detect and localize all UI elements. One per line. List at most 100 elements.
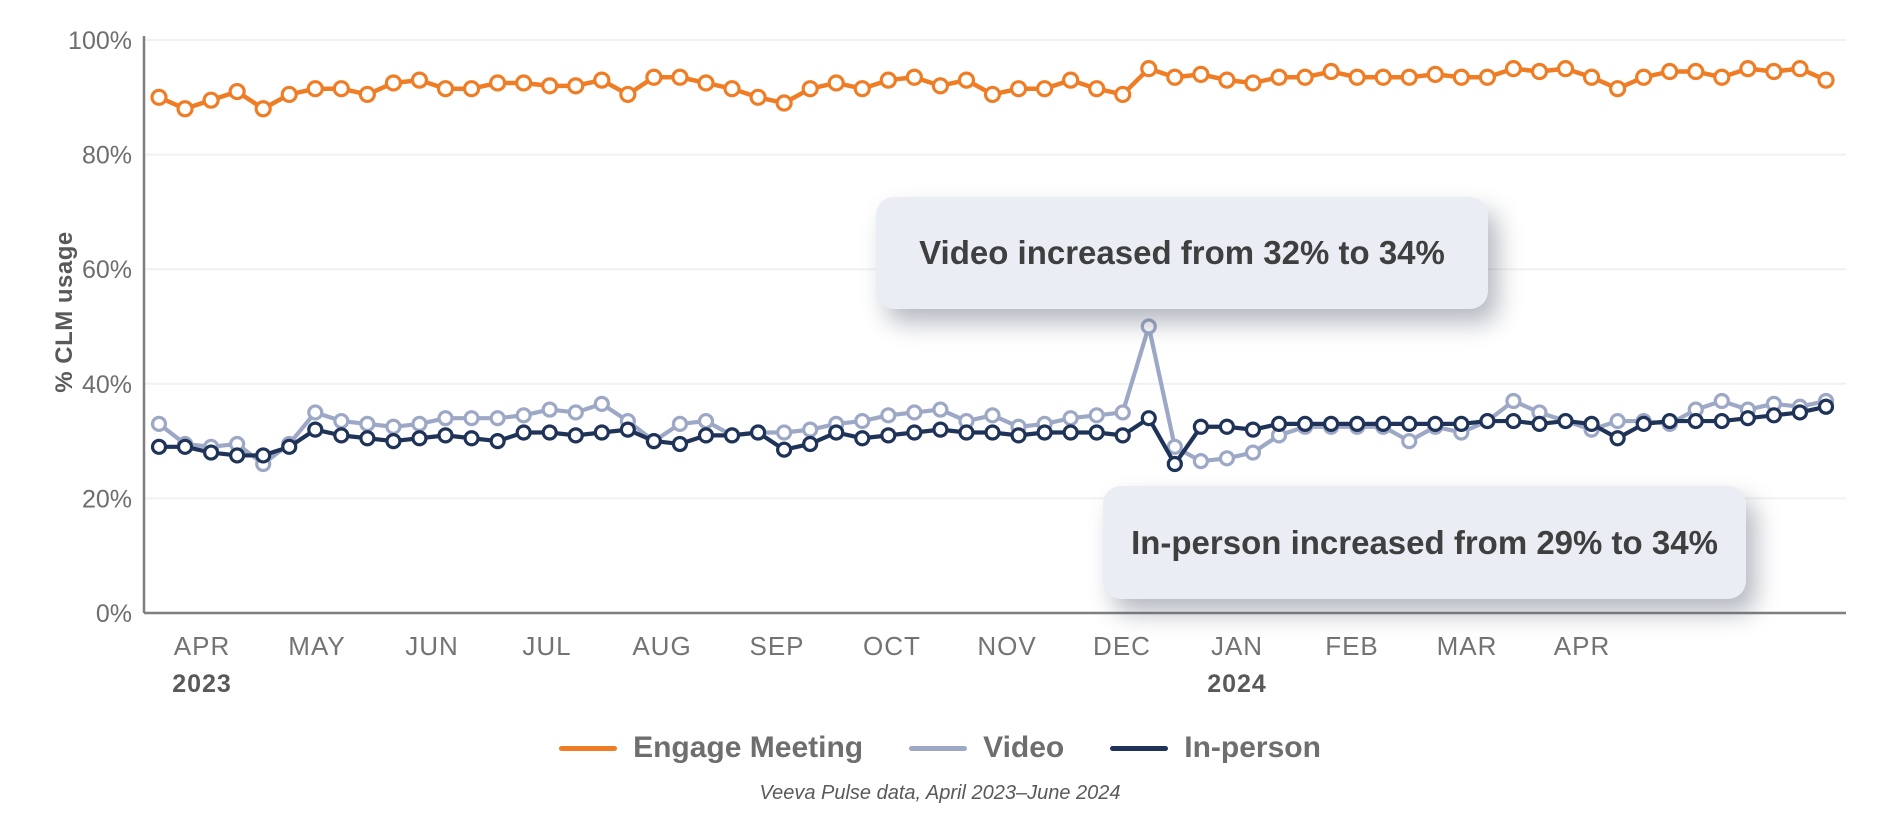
data-point-marker: [150, 88, 168, 106]
data-point-marker: [879, 71, 897, 89]
data-point-marker: [437, 410, 454, 427]
data-point-marker: [515, 424, 532, 441]
data-point-marker: [1062, 71, 1080, 89]
data-point-marker: [1035, 80, 1054, 98]
data-point-marker: [749, 424, 767, 441]
data-point-marker: [202, 91, 220, 109]
data-point-marker: [697, 412, 715, 430]
x-month-label-4: AUG: [632, 631, 691, 661]
data-point-marker: [801, 80, 819, 98]
data-point-marker: [1609, 412, 1626, 430]
data-point-marker: [1166, 438, 1183, 455]
in-person-line-swatch: [1110, 745, 1169, 751]
data-point-marker: [1088, 424, 1105, 441]
data-point-marker: [280, 85, 298, 104]
data-point-marker: [567, 427, 584, 444]
data-point-marker: [463, 410, 480, 427]
data-point-marker: [463, 430, 480, 447]
data-point-marker: [1401, 415, 1418, 433]
data-point-marker: [1687, 412, 1704, 430]
data-point-marker: [1244, 444, 1262, 461]
data-point-marker: [1218, 71, 1236, 89]
data-point-marker: [619, 421, 636, 438]
data-point-marker: [854, 412, 871, 430]
data-point-marker: [671, 435, 689, 453]
data-point-marker: [1296, 68, 1314, 86]
data-point-marker: [880, 427, 897, 444]
data-point-marker: [984, 407, 1001, 424]
data-point-marker: [1426, 65, 1444, 83]
data-point-marker: [1556, 60, 1575, 78]
y-tick-label-60: 60%: [82, 256, 132, 284]
data-point-marker: [359, 430, 376, 447]
data-point-marker: [1322, 62, 1340, 81]
data-point-marker: [1739, 410, 1756, 427]
data-point-marker: [1140, 410, 1157, 427]
series-engage-meeting: [150, 60, 1835, 118]
data-point-marker: [906, 404, 923, 421]
data-point-marker: [1140, 60, 1158, 78]
data-point-marker: [645, 68, 663, 86]
video-annotation-callout: Video increased from 32% to 34%: [876, 197, 1488, 309]
data-point-marker: [723, 80, 741, 98]
data-point-marker: [749, 88, 767, 106]
data-point-marker: [1713, 68, 1731, 86]
data-point-marker: [1114, 427, 1131, 444]
data-point-marker: [567, 77, 585, 95]
data-point-marker: [462, 80, 481, 98]
data-point-marker: [697, 74, 715, 92]
data-point-marker: [228, 82, 246, 101]
data-point-marker: [1114, 85, 1132, 104]
data-point-marker: [827, 74, 845, 92]
data-point-marker: [671, 415, 689, 433]
data-point-marker: [1791, 60, 1809, 78]
data-point-marker: [1244, 74, 1262, 92]
data-point-marker: [1400, 68, 1418, 86]
data-point-marker: [254, 100, 272, 118]
data-point-marker: [410, 71, 429, 89]
data-point-marker: [332, 80, 350, 98]
x-month-label-2: JUN: [405, 631, 459, 661]
video-line-swatch: [909, 745, 968, 751]
data-point-marker: [983, 85, 1002, 104]
video-annotation-text: Video increased from 32% to 34%: [919, 234, 1445, 271]
data-point-marker: [489, 433, 506, 450]
y-axis-title: % CLM usage: [51, 231, 78, 393]
chart-legend: Engage Meeting Video In-person: [0, 731, 1880, 765]
data-point-marker: [958, 424, 975, 441]
data-point-marker: [905, 68, 923, 86]
data-point-marker: [1531, 415, 1548, 433]
data-point-marker: [1505, 392, 1522, 410]
data-point-marker: [1401, 433, 1418, 450]
legend-label-engage-meeting: Engage Meeting: [633, 731, 864, 764]
data-point-marker: [437, 427, 454, 444]
data-point-marker: [723, 427, 741, 444]
data-point-marker: [1323, 415, 1340, 433]
data-point-marker: [1739, 60, 1757, 78]
data-point-marker: [567, 404, 584, 421]
data-point-marker: [1192, 65, 1210, 83]
data-point-marker: [333, 412, 350, 430]
data-point-marker: [1583, 415, 1600, 433]
data-point-marker: [358, 85, 376, 104]
x-month-label-3: JUL: [522, 631, 571, 661]
data-point-marker: [593, 424, 610, 441]
data-point-marker: [957, 71, 976, 89]
data-point-marker: [802, 435, 819, 453]
data-point-marker: [359, 415, 376, 433]
legend-item-video: Video: [909, 731, 1064, 765]
data-point-marker: [932, 421, 949, 438]
data-point-marker: [1218, 450, 1236, 467]
data-point-marker: [1088, 80, 1106, 98]
data-point-marker: [775, 94, 793, 112]
data-point-marker: [1609, 430, 1626, 447]
data-point-marker: [906, 424, 923, 441]
y-tick-label-100: 100%: [68, 27, 132, 55]
data-point-marker: [541, 424, 558, 441]
data-point-marker: [1609, 80, 1627, 98]
data-point-marker: [385, 418, 402, 435]
x-month-label-10: FEB: [1325, 631, 1379, 661]
data-point-marker: [854, 430, 871, 447]
series-in-person: [150, 398, 1835, 473]
data-point-marker: [1349, 415, 1366, 433]
